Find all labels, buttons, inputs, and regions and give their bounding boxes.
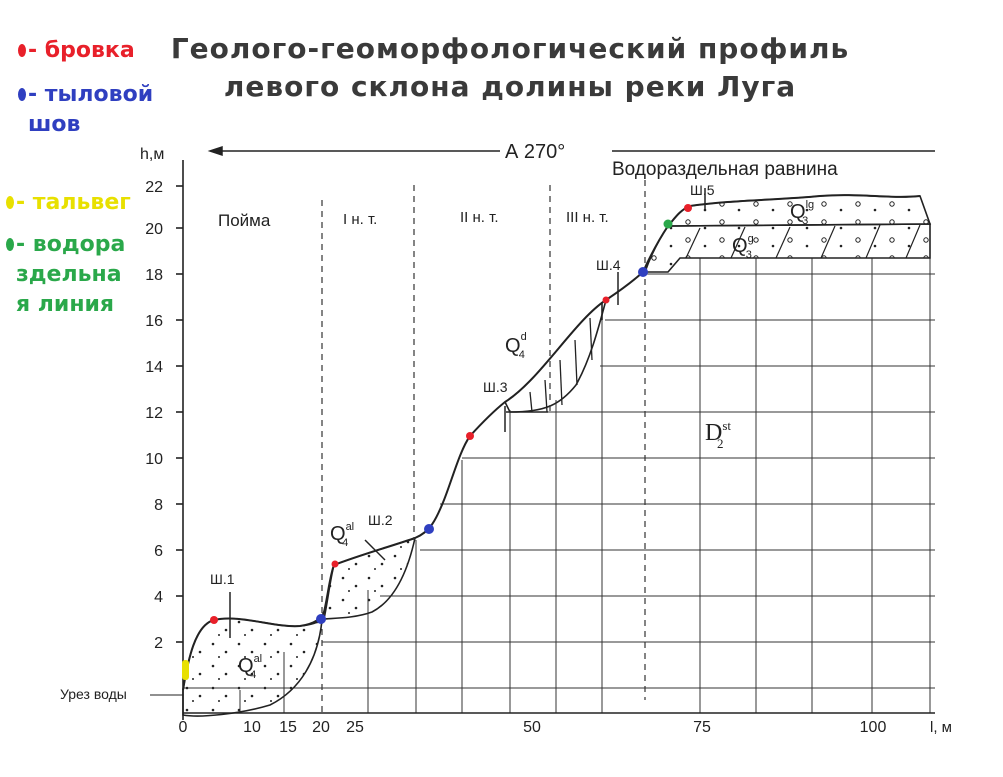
pit-label-4: Ш.4	[596, 257, 621, 273]
pit-label-5: Ш.5	[690, 182, 715, 198]
seam-point-floodplain	[316, 614, 326, 624]
zone-floodplain: Пойма	[218, 211, 271, 230]
zone-terrace-1: I н. т.	[343, 211, 377, 228]
brow-point-terrace3	[602, 296, 610, 304]
deposit-q3lg: Qlg 3	[790, 199, 814, 227]
surface-profile	[182, 194, 921, 691]
pit-label-1: Ш.1	[210, 571, 235, 587]
legend-brow-label: - бровка	[28, 38, 135, 63]
direction-label: А 270°	[505, 141, 565, 163]
yellow-dot-icon	[6, 196, 14, 209]
y-tick-10: 10	[145, 451, 163, 468]
water-level-label: Урез воды	[60, 686, 127, 702]
pit-label-2: Ш.2	[368, 512, 393, 528]
seam-point-terrace3	[638, 267, 648, 277]
y-tick-22: 22	[145, 179, 163, 196]
y-tick-8: 8	[154, 497, 163, 514]
brow-point-terrace1	[331, 560, 339, 568]
x-tick-15: 15	[279, 719, 297, 736]
y-tick-14: 14	[145, 359, 163, 376]
y-tick-6: 6	[154, 543, 163, 560]
brow-point-terrace2	[466, 432, 474, 440]
x-tick-10: 10	[243, 719, 261, 736]
deposit-q4al-floodplain: Qal 4	[238, 653, 262, 681]
x-tick-0: 0	[179, 719, 188, 736]
y-tick-16: 16	[145, 313, 163, 330]
y-axis-label: h,м	[140, 146, 164, 163]
zone-terrace-3: III н. т.	[566, 209, 609, 226]
brow-point-plain	[684, 204, 692, 212]
blue-dot-icon	[18, 88, 26, 101]
zone-watershed-plain: Водораздельная равнина	[612, 159, 838, 180]
deposit-d2st: Dst 2	[705, 418, 731, 451]
y-tick-12: 12	[145, 405, 163, 422]
legend-brow: - бровка	[18, 36, 135, 66]
y-tick-2: 2	[154, 635, 163, 652]
x-tick-25: 25	[346, 719, 364, 736]
x-tick-50: 50	[523, 719, 541, 736]
watershed-point	[663, 219, 673, 229]
brow-point-floodplain	[210, 616, 218, 624]
title-line-2: левого склона долины реки Луга	[223, 70, 797, 103]
direction-arrow	[207, 145, 935, 157]
legend-watershed-label: - водораздельная линия	[16, 232, 126, 317]
legend-seam: - тыловой шов	[18, 80, 188, 140]
thalweg-mark	[182, 660, 189, 680]
x-axis-label: l, м	[930, 719, 952, 736]
deposit-q3g: Qg 3	[732, 233, 754, 261]
title-line-1: Геолого-геоморфологический профиль	[170, 32, 850, 65]
legend-watershed: - водораздельная линия	[6, 230, 134, 320]
legend-seam-label: - тыловой шов	[28, 82, 154, 137]
green-dot-icon	[6, 238, 14, 251]
legend-thalweg-label: - тальвег	[16, 190, 131, 215]
deposit-q4al-terrace: Qal 4	[330, 521, 354, 549]
y-tick-4: 4	[154, 589, 163, 606]
red-dot-icon	[18, 44, 26, 57]
legend-thalweg: - тальвег	[6, 188, 131, 218]
deluvium-hatch	[529, 317, 593, 413]
x-tick-75: 75	[693, 719, 711, 736]
terrace1-alluvium	[322, 536, 417, 620]
x-tick-100: 100	[860, 719, 887, 736]
seam-point-terrace1	[424, 524, 434, 534]
pit-label-3: Ш.3	[483, 379, 508, 395]
deposit-q4d: Qd 4	[505, 331, 527, 361]
x-tick-20: 20	[312, 719, 330, 736]
y-tick-20: 20	[145, 221, 163, 238]
zone-terrace-2: II н. т.	[460, 209, 499, 226]
y-tick-18: 18	[145, 267, 163, 284]
pit-markers	[229, 188, 706, 638]
y-axis	[176, 160, 184, 720]
moraine-hatch	[685, 224, 921, 259]
zone-dividers	[321, 180, 646, 713]
